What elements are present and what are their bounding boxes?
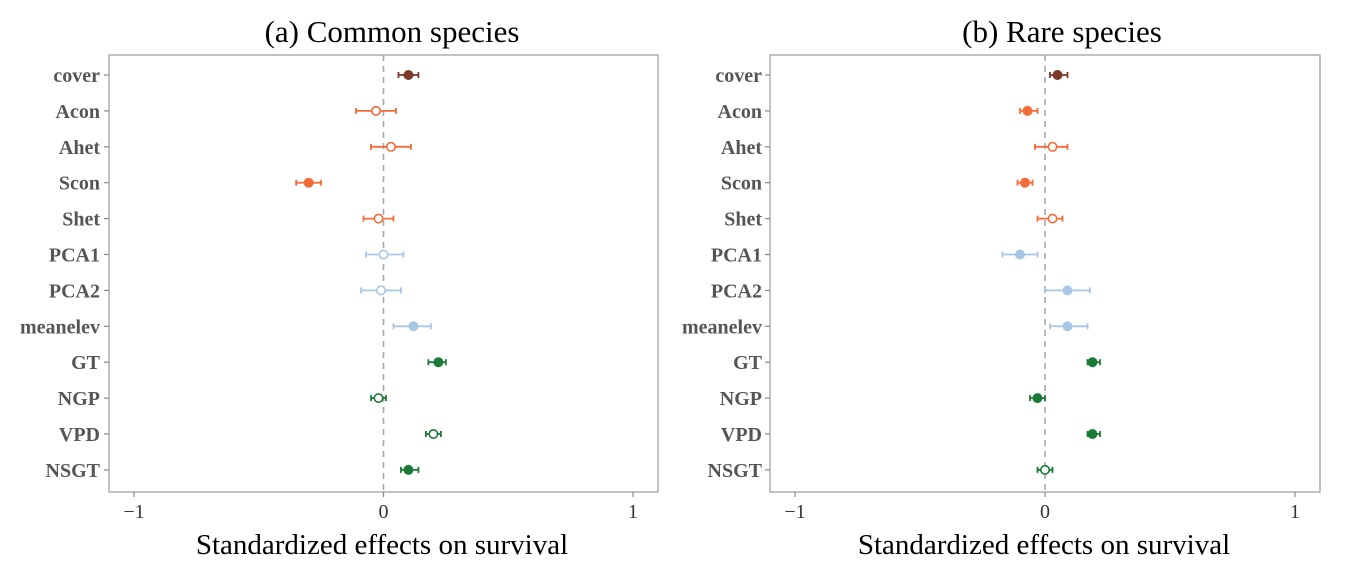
category-label: PCA2 [49, 280, 100, 302]
x-tick-label: 1 [628, 501, 638, 523]
category-label: VPD [59, 424, 100, 446]
category-label: Acon [718, 101, 762, 123]
category-label: GT [71, 352, 101, 374]
category-label: Scon [721, 173, 762, 195]
estimate-point [408, 321, 419, 332]
estimate-point [1062, 285, 1073, 296]
x-tick-label: −1 [123, 501, 144, 523]
estimate-point [1040, 464, 1051, 475]
category-label: cover [53, 65, 100, 87]
estimate-point [428, 428, 439, 439]
category-label: PCA1 [711, 245, 762, 267]
category-label: GT [733, 352, 763, 374]
estimate-point [373, 393, 384, 404]
estimate-point [376, 285, 387, 296]
estimate-point [1032, 393, 1043, 404]
category-label: NGP [58, 388, 100, 410]
category-label: cover [715, 65, 762, 87]
category-label: Ahet [721, 137, 762, 159]
estimate-point [303, 177, 314, 188]
plot-area: −1 0 1 cover Acon Ahet Scon Shet PCA1 PCA2 meanele… [20, 54, 659, 523]
estimate-point [1019, 177, 1030, 188]
panel-common-species: (a) Common species Standardized effects … [20, 14, 659, 561]
panel-rare-species: (b) Rare species Standardized effects on… [682, 14, 1321, 561]
estimate-point [378, 249, 389, 260]
category-label: VPD [721, 424, 762, 446]
estimate-point [1022, 105, 1033, 116]
estimate-point [433, 357, 444, 368]
estimate-point [1062, 321, 1073, 332]
category-label: Acon [56, 101, 100, 123]
category-label: meanelev [20, 316, 100, 338]
estimate-point [385, 141, 396, 152]
category-label: Ahet [59, 137, 100, 159]
plot-frame [108, 54, 659, 493]
plot-area: −1 0 1 cover Acon Ahet Scon Shet PCA1 PCA2 meanele… [682, 54, 1321, 523]
category-label: Scon [59, 173, 100, 195]
x-axis-label: Standardized effects on survival [196, 529, 568, 561]
category-label: NSGT [46, 460, 101, 482]
x-axis-label: Standardized effects on survival [858, 529, 1230, 561]
category-label: Shet [62, 209, 100, 231]
plot-frame [769, 54, 1321, 493]
category-label: meanelev [682, 316, 762, 338]
estimate-point [371, 105, 382, 116]
estimate-point [1052, 70, 1063, 81]
category-label: NSGT [708, 460, 763, 482]
x-tick-label: 1 [1290, 501, 1300, 523]
estimate-point [1087, 428, 1098, 439]
category-label: PCA1 [49, 245, 100, 267]
x-tick-label: −1 [784, 501, 805, 523]
x-tick-label: 0 [379, 501, 389, 523]
estimate-point [1014, 249, 1025, 260]
x-tick-label: 0 [1040, 501, 1050, 523]
category-label: PCA2 [711, 280, 762, 302]
estimate-point [1087, 357, 1098, 368]
category-label: Shet [724, 209, 762, 231]
estimate-point [403, 70, 414, 81]
estimate-point [403, 464, 414, 475]
panel-title: (a) Common species [265, 14, 520, 49]
estimate-point [373, 213, 384, 224]
estimate-point [1047, 141, 1058, 152]
panel-title: (b) Rare species [962, 14, 1162, 49]
estimate-point [1047, 213, 1058, 224]
category-label: NGP [720, 388, 762, 410]
